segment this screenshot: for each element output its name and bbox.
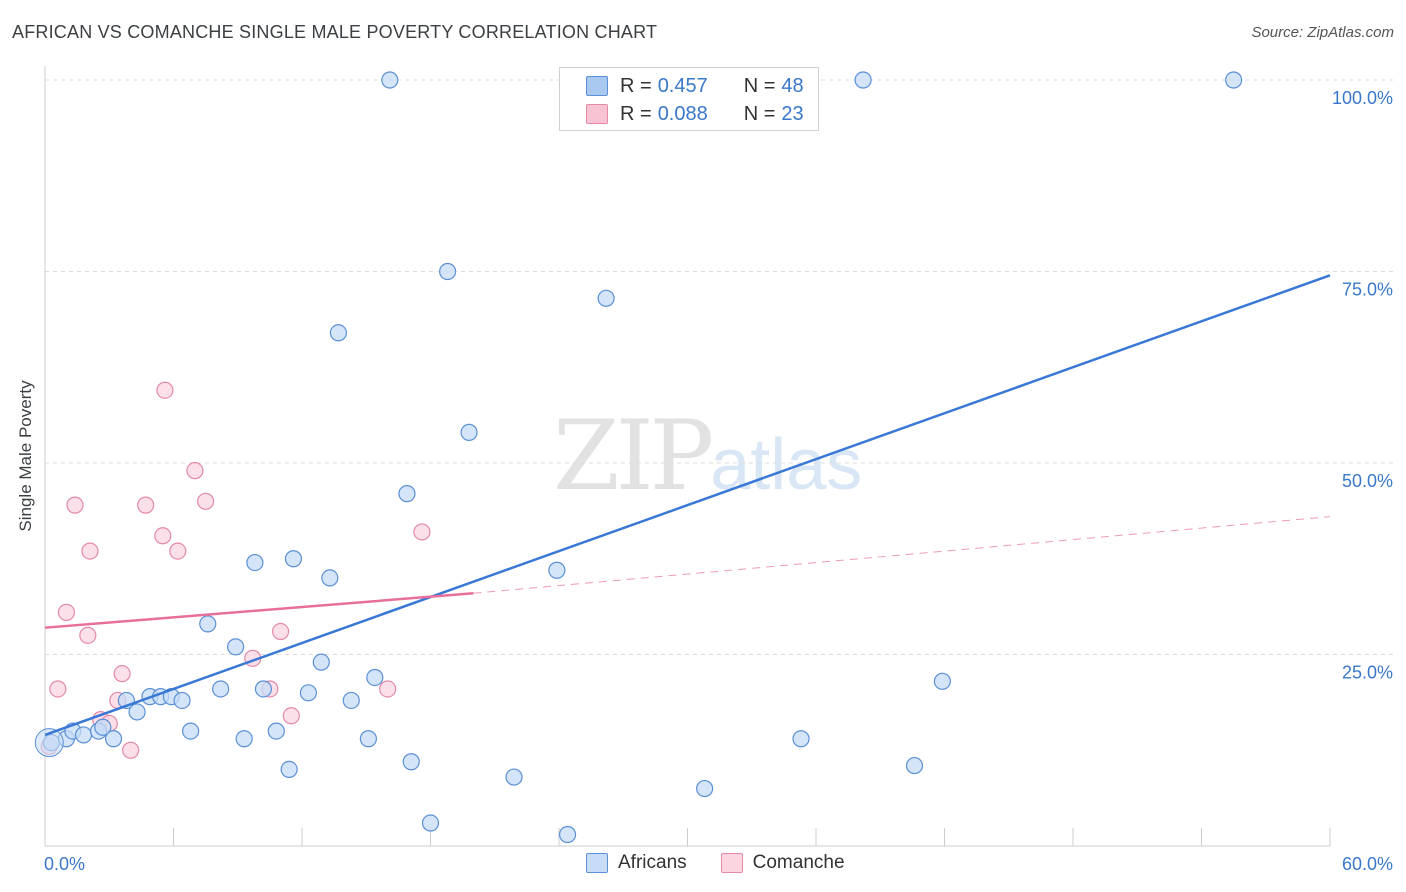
africans-point — [1225, 71, 1243, 89]
watermark: ZIPatlas — [553, 400, 862, 512]
africans-point — [173, 691, 191, 710]
legend-swatch-africans — [586, 76, 608, 96]
legend-r-label: R = — [620, 74, 652, 97]
africans-point — [597, 289, 615, 307]
africans-point — [267, 722, 285, 740]
comanche-point — [186, 462, 204, 480]
bottom-legend-label-africans: Africans — [618, 852, 687, 873]
bottom-legend-label-comanche: Comanche — [752, 852, 845, 873]
africans-point — [199, 615, 217, 633]
comanche-point — [379, 680, 397, 698]
bottom-legend: Africans Comanche — [586, 852, 879, 874]
comanche-point — [57, 603, 76, 621]
africans-point — [280, 760, 298, 779]
africans-point — [299, 684, 318, 702]
africans-point — [696, 779, 714, 798]
bottom-legend-comanche[interactable]: Comanche — [720, 852, 845, 874]
legend-r-value: 0.088 — [657, 102, 708, 125]
africans-point — [359, 730, 377, 748]
africans-point — [94, 718, 112, 736]
y-tick-label: 25.0% — [1342, 663, 1393, 683]
legend-n-value: 48 — [781, 74, 804, 97]
africans-point — [558, 825, 577, 844]
watermark-zip: ZIP — [553, 400, 714, 512]
legend-n-label: N = — [743, 102, 776, 125]
comanche-point — [122, 741, 140, 759]
africans-point — [321, 569, 339, 587]
africans-point — [505, 768, 523, 786]
africans-point — [421, 814, 440, 832]
chart-title: AFRICAN VS COMANCHE SINGLE MALE POVERTY … — [12, 22, 658, 42]
legend-r-value: 0.457 — [657, 74, 708, 97]
comanche-point — [79, 626, 97, 644]
comanche-point — [49, 680, 67, 698]
comanche-point — [81, 542, 99, 560]
africans-point — [854, 71, 872, 89]
comanche-point — [154, 527, 172, 545]
africans-point — [933, 672, 951, 690]
y-tick-label: 75.0% — [1342, 280, 1393, 300]
x-tick-label: 60.0% — [1342, 854, 1393, 874]
comanche-point — [66, 496, 84, 514]
africans-point — [905, 756, 924, 775]
africans-point — [548, 561, 566, 579]
y-tick-label: 100.0% — [1332, 88, 1393, 108]
africans-point — [329, 324, 348, 342]
watermark-atlas: atlas — [710, 425, 863, 505]
africans-point — [246, 553, 264, 572]
comanche-point — [197, 492, 215, 510]
africans-point — [235, 730, 253, 748]
africans-point — [398, 485, 416, 503]
legend: R = 0.457 N = 48 R = 0.088 N = 23 — [559, 67, 819, 131]
comanche-point — [271, 622, 290, 641]
y-tick-label: 50.0% — [1342, 471, 1393, 491]
comanche-point — [156, 381, 174, 399]
africans-point — [74, 726, 93, 744]
comanche-point — [137, 496, 155, 514]
africans-point — [342, 691, 360, 710]
comanche-point — [413, 523, 431, 541]
africans-point — [312, 653, 330, 671]
legend-row-africans: R = 0.457 N = 48 — [586, 72, 804, 100]
comanche-point — [282, 707, 300, 725]
comanche-trendline — [44, 591, 474, 629]
africans-point — [460, 423, 478, 441]
africans-point — [792, 730, 810, 748]
africans-point — [212, 680, 230, 698]
comanche-point — [169, 542, 187, 560]
africans-point — [439, 262, 457, 281]
legend-r-label: R = — [620, 102, 652, 125]
africans-point — [402, 753, 420, 771]
africans-point-large — [34, 728, 64, 758]
x-tick-label: 0.0% — [44, 854, 85, 874]
africans-point — [254, 680, 273, 698]
bottom-legend-swatch-comanche — [720, 853, 743, 873]
comanche-point — [113, 665, 131, 683]
africans-point — [284, 550, 303, 568]
legend-n-value: 23 — [781, 102, 804, 125]
africans-point — [381, 71, 399, 89]
africans-point — [182, 722, 200, 740]
bottom-legend-africans[interactable]: Africans — [586, 852, 687, 874]
africans-point — [366, 668, 384, 687]
bottom-legend-swatch-africans — [586, 853, 608, 873]
legend-row-comanche: R = 0.088 N = 23 — [586, 100, 804, 128]
africans-point — [104, 730, 123, 748]
legend-swatch-comanche — [586, 104, 608, 124]
source-label: Source: ZipAtlas.com — [1251, 24, 1394, 41]
legend-n-label: N = — [743, 74, 776, 97]
africans-point — [227, 638, 245, 656]
comanche-trendline-extension — [473, 516, 1331, 594]
africans-point — [128, 703, 146, 721]
africans-trendline — [44, 274, 1331, 737]
